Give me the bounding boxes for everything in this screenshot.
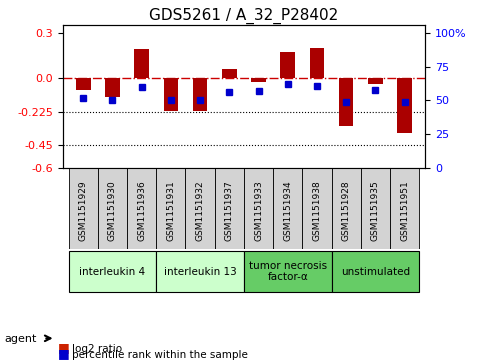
Bar <box>193 78 207 111</box>
Bar <box>368 78 383 84</box>
Text: GSM1151938: GSM1151938 <box>313 180 322 241</box>
Text: ■: ■ <box>58 341 70 354</box>
Text: GSM1151933: GSM1151933 <box>254 180 263 241</box>
FancyBboxPatch shape <box>302 168 331 249</box>
FancyBboxPatch shape <box>215 168 244 249</box>
Text: GSM1151930: GSM1151930 <box>108 180 117 241</box>
Bar <box>251 78 266 82</box>
Text: tumor necrosis
factor-α: tumor necrosis factor-α <box>249 261 327 282</box>
Text: GSM1151928: GSM1151928 <box>341 180 351 241</box>
FancyBboxPatch shape <box>244 252 331 292</box>
FancyBboxPatch shape <box>361 168 390 249</box>
FancyBboxPatch shape <box>127 168 156 249</box>
Bar <box>339 78 354 126</box>
FancyBboxPatch shape <box>331 252 419 292</box>
Bar <box>222 69 237 78</box>
Bar <box>310 48 324 78</box>
Text: GSM1151937: GSM1151937 <box>225 180 234 241</box>
Text: interleukin 4: interleukin 4 <box>79 267 145 277</box>
FancyBboxPatch shape <box>98 168 127 249</box>
Text: GSM1151932: GSM1151932 <box>196 180 205 241</box>
Bar <box>76 78 90 90</box>
Text: GSM1151934: GSM1151934 <box>283 180 292 241</box>
Text: GSM1151929: GSM1151929 <box>79 180 88 241</box>
Text: GSM1151951: GSM1151951 <box>400 180 409 241</box>
Bar <box>134 49 149 78</box>
FancyBboxPatch shape <box>69 168 98 249</box>
FancyBboxPatch shape <box>156 252 244 292</box>
FancyBboxPatch shape <box>156 168 185 249</box>
Text: ■: ■ <box>58 347 70 360</box>
FancyBboxPatch shape <box>185 168 215 249</box>
FancyBboxPatch shape <box>390 168 419 249</box>
FancyBboxPatch shape <box>69 252 156 292</box>
Title: GDS5261 / A_32_P28402: GDS5261 / A_32_P28402 <box>149 8 339 24</box>
Bar <box>105 78 120 97</box>
FancyBboxPatch shape <box>273 168 302 249</box>
FancyBboxPatch shape <box>244 168 273 249</box>
FancyBboxPatch shape <box>331 168 361 249</box>
Text: GSM1151931: GSM1151931 <box>166 180 175 241</box>
Text: percentile rank within the sample: percentile rank within the sample <box>72 350 248 360</box>
Bar <box>281 52 295 78</box>
Bar <box>398 78 412 133</box>
Bar <box>164 78 178 111</box>
Text: GSM1151935: GSM1151935 <box>371 180 380 241</box>
Text: log2 ratio: log2 ratio <box>72 344 123 354</box>
Text: agent: agent <box>5 334 37 344</box>
Text: unstimulated: unstimulated <box>341 267 410 277</box>
Text: GSM1151936: GSM1151936 <box>137 180 146 241</box>
Text: interleukin 13: interleukin 13 <box>164 267 237 277</box>
